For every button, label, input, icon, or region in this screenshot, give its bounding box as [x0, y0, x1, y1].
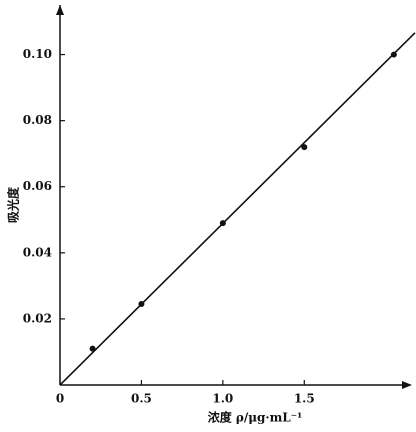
data-point	[89, 345, 96, 352]
x-tick-label: 1.5	[294, 392, 315, 406]
y-axis-label: 吸光度	[6, 186, 21, 223]
data-point	[301, 144, 308, 151]
y-tick-label: 0.04	[23, 245, 52, 259]
x-tick-label: 0	[56, 392, 64, 406]
y-tick-label: 0.06	[23, 179, 52, 193]
x-axis-arrow	[402, 381, 412, 389]
x-tick-label: 0.5	[131, 392, 152, 406]
data-point	[219, 220, 226, 227]
data-point	[138, 301, 145, 308]
x-axis-label: 浓度 ρ/μg·mL⁻¹	[208, 410, 303, 425]
y-tick-label: 0.02	[23, 311, 52, 325]
data-point	[390, 51, 397, 58]
fit-line	[59, 32, 416, 386]
y-tick-label: 0.10	[23, 47, 52, 61]
y-axis-arrow	[56, 5, 64, 15]
y-tick-label: 0.08	[23, 113, 52, 127]
x-tick-label: 1.0	[212, 392, 233, 406]
